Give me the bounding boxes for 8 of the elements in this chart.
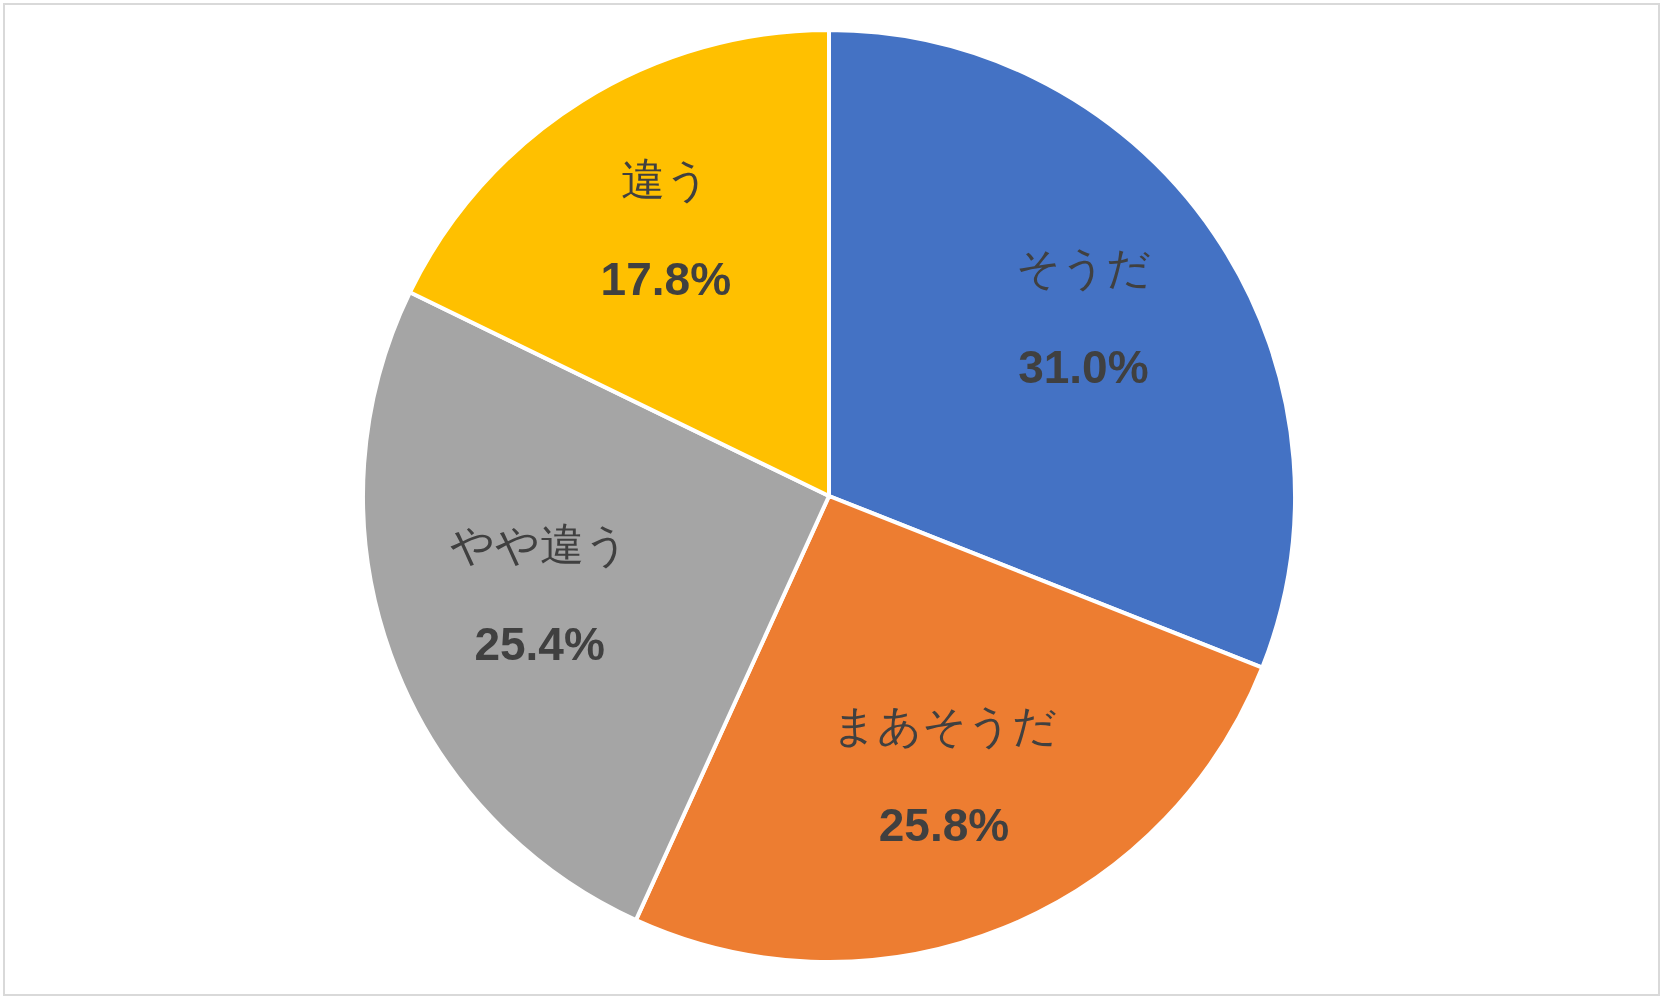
data-label: 31.0% bbox=[1018, 341, 1149, 394]
slice-label: まあそうだ bbox=[831, 701, 1057, 751]
data-label: 25.4% bbox=[474, 618, 605, 671]
data-label: 25.8% bbox=[878, 799, 1010, 852]
data-label: 17.8% bbox=[600, 253, 732, 306]
slice-label: やや違う bbox=[450, 520, 630, 570]
slice-label: 違う bbox=[621, 155, 711, 205]
slice-label: そうだ bbox=[1015, 243, 1151, 293]
